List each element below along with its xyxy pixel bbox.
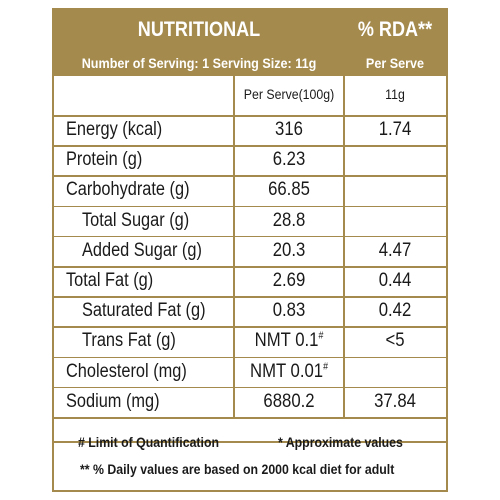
row-divider (54, 175, 446, 177)
per-serve-size: 11g (385, 86, 405, 102)
table-header: NUTRITIONAL INFORMATION* % RDA** (54, 10, 446, 81)
row-label: Total Fat (g) (66, 270, 154, 291)
row-label: Energy (kcal) (66, 119, 163, 140)
row-rda: 37.84 (374, 390, 416, 412)
per-100g-heading: Per Serve(100g) (243, 86, 335, 102)
row-rda: 0.44 (378, 270, 412, 291)
row-value: 316 (275, 119, 303, 140)
row-divider (54, 386, 446, 389)
row-divider (54, 145, 446, 147)
row-label: Total Sugar (g) (82, 209, 190, 231)
row-label: Trans Fat (g) (82, 330, 176, 352)
row-value: 66.85 (268, 179, 310, 201)
row-divider (54, 326, 446, 328)
row-divider (54, 115, 446, 117)
row-divider (54, 205, 446, 208)
row-value: 2.69 (272, 270, 306, 291)
row-label: Added Sugar (g) (82, 239, 202, 261)
row-value: 6880.2 (263, 390, 315, 412)
row-label: Protein (g) (66, 149, 143, 171)
row-value: 20.3 (272, 239, 306, 261)
row-label: Cholesterol (mg) (66, 360, 187, 382)
row-value: NMT 0.01# (249, 360, 328, 382)
row-rda: 0.42 (378, 300, 412, 322)
row-rda: 1.74 (378, 119, 412, 140)
footnote-daily: ** % Daily values are based on 2000 kcal… (80, 461, 395, 477)
row-value: 28.8 (272, 209, 306, 231)
serving-subheader: Number of Serving: 1 Serving Size: 11g P… (54, 50, 446, 76)
row-label: Carbohydrate (g) (66, 179, 190, 201)
column-separator (233, 76, 235, 417)
table-title: NUTRITIONAL INFORMATION* (132, 18, 265, 81)
footnote-approx: * Approximate values (278, 434, 403, 450)
serving-info: Number of Serving: 1 Serving Size: 11g (81, 55, 317, 71)
row-divider (54, 417, 446, 419)
row-rda: <5 (385, 330, 405, 352)
footnote-limit: # Limit of Quantification (78, 434, 220, 450)
nutrition-table: NUTRITIONAL INFORMATION* % RDA** Number … (52, 8, 448, 492)
row-value: NMT 0.1# (254, 330, 324, 352)
row-label: Sodium (mg) (66, 390, 160, 412)
row-divider (54, 296, 446, 298)
row-value: 0.83 (272, 300, 306, 322)
column-separator (343, 10, 345, 417)
row-divider (54, 266, 446, 268)
row-label: Saturated Fat (g) (82, 300, 206, 322)
row-divider (54, 356, 446, 359)
footnote-divider (54, 441, 446, 443)
row-value: 6.23 (272, 149, 306, 171)
per-serve-heading: Per Serve (365, 55, 425, 71)
row-rda: 4.47 (378, 239, 412, 261)
rda-heading: % RDA** (357, 18, 433, 41)
row-divider (54, 235, 446, 238)
